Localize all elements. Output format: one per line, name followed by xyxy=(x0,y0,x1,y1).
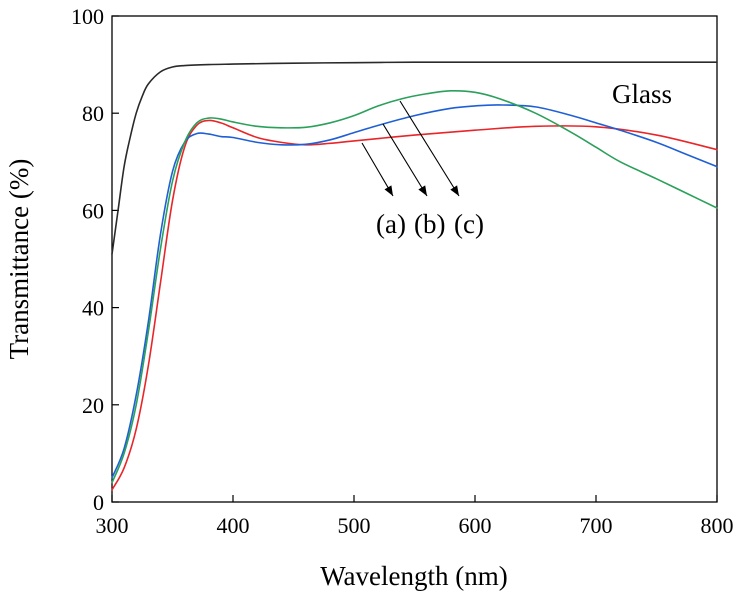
x-tick-label-300: 300 xyxy=(96,513,129,538)
y-tick-label-20: 20 xyxy=(82,393,104,418)
x-tick-label-400: 400 xyxy=(217,513,250,538)
series-label-b: (b) xyxy=(414,209,445,239)
arrow-b xyxy=(382,123,428,197)
y-tick-label-40: 40 xyxy=(82,296,104,321)
axis-ticks: 300 400 500 600 700 800 0 20 40 60 80 100 xyxy=(71,4,734,538)
arrow-c xyxy=(399,100,460,197)
x-tick-label-800: 800 xyxy=(701,513,734,538)
glass-label: Glass xyxy=(612,79,672,109)
arrow-a xyxy=(361,142,394,197)
y-tick-label-80: 80 xyxy=(82,101,104,126)
series-line-glass xyxy=(111,61,718,255)
x-axis-label: Wavelength (nm) xyxy=(320,561,508,591)
series-line-c xyxy=(111,89,718,484)
series-group xyxy=(111,61,718,491)
y-tick-label-0: 0 xyxy=(93,490,104,515)
y-axis-label: Transmittance (%) xyxy=(4,159,34,360)
x-tick-label-600: 600 xyxy=(459,513,492,538)
y-tick-label-100: 100 xyxy=(71,4,104,29)
annotation-arrows xyxy=(361,100,460,197)
series-line-a xyxy=(111,119,718,491)
x-tick-label-700: 700 xyxy=(580,513,613,538)
plot-frame xyxy=(111,15,718,503)
series-line-b xyxy=(111,104,718,479)
series-label-c: (c) xyxy=(454,209,484,239)
x-tick-label-500: 500 xyxy=(338,513,371,538)
series-label-a: (a) xyxy=(376,209,406,239)
y-tick-label-60: 60 xyxy=(82,198,104,223)
